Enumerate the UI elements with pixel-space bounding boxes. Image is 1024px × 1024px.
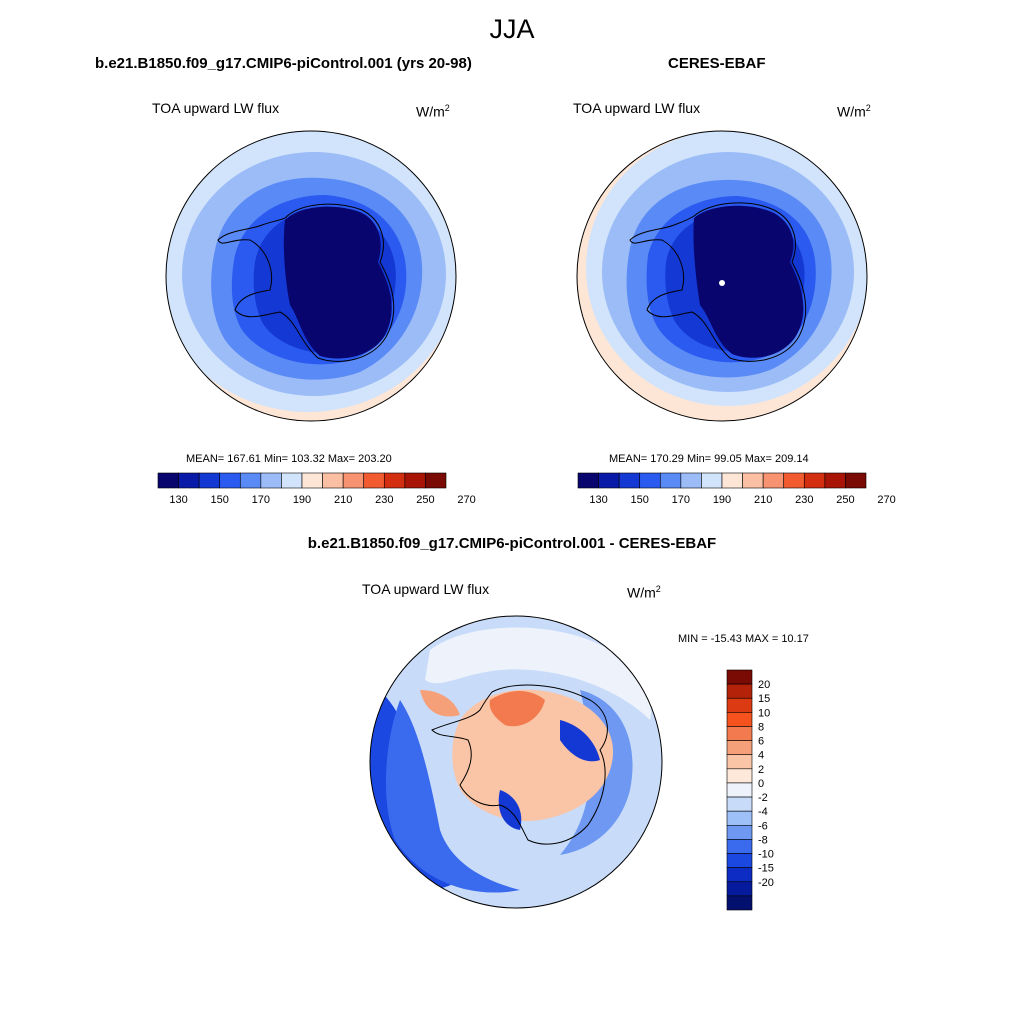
colorbar-tick-label: 10 — [758, 707, 770, 719]
colorbar-swatch — [726, 867, 753, 883]
colorbar-swatch — [726, 683, 753, 699]
obs-stats: MEAN= 170.29 Min= 99.05 Max= 209.14 — [609, 453, 809, 465]
colorbar-swatch — [322, 472, 344, 489]
colorbar-swatch — [363, 472, 385, 489]
colorbar-swatch — [726, 895, 753, 911]
colorbar-swatch — [726, 669, 753, 685]
colorbar-tick-label: -20 — [758, 877, 774, 889]
colorbar-swatch — [219, 472, 241, 489]
colorbar-swatch — [659, 472, 682, 489]
colorbar-tick-label: -2 — [758, 792, 768, 804]
colorbar-swatch — [726, 881, 753, 897]
colorbar-swatch — [425, 472, 447, 489]
colorbar-tick-label: 130 — [169, 494, 187, 506]
colorbar-swatch — [721, 472, 743, 489]
colorbar-swatch — [726, 853, 753, 868]
colorbar-swatch — [726, 726, 753, 741]
colorbar-swatch — [824, 472, 846, 489]
colorbar-tick-label: 270 — [457, 494, 475, 506]
colorbar-swatch — [198, 472, 221, 489]
colorbar-tick-label: -15 — [758, 863, 774, 875]
colorbar-swatch — [618, 472, 641, 489]
obs-polar-map — [576, 130, 868, 422]
model-units-label: W/m2 — [416, 103, 450, 120]
obs-panel-title: CERES-EBAF — [668, 55, 766, 72]
colorbar-swatch — [577, 472, 599, 489]
colorbar-tick-label: 170 — [252, 494, 270, 506]
colorbar-swatch — [701, 472, 723, 489]
colorbar-tick-label: 250 — [416, 494, 434, 506]
colorbar-swatch — [726, 754, 753, 770]
colorbar-tick-label: 230 — [375, 494, 393, 506]
colorbar-tick-label: 0 — [758, 778, 764, 790]
diff-panel-title: b.e21.B1850.f09_g17.CMIP6-piControl.001 … — [307, 535, 717, 552]
colorbar-tick-label: 250 — [836, 494, 854, 506]
colorbar-swatch — [157, 472, 179, 489]
colorbar-swatch — [598, 472, 620, 489]
colorbar-swatch — [762, 472, 785, 489]
colorbar-tick-label: 150 — [211, 494, 229, 506]
colorbar-swatch — [726, 697, 753, 713]
colorbar-tick-label: 270 — [877, 494, 895, 506]
model-panel-title: b.e21.B1850.f09_g17.CMIP6-piControl.001 … — [95, 55, 472, 72]
colorbar-tick-label: 170 — [672, 494, 690, 506]
diff-stats: MIN = -15.43 MAX = 10.17 — [678, 633, 809, 645]
colorbar-swatch — [301, 472, 323, 489]
colorbar-swatch — [742, 472, 764, 489]
colorbar-swatch — [726, 810, 753, 826]
obs-variable-label: TOA upward LW flux — [573, 100, 701, 116]
colorbar-tick-label: 2 — [758, 764, 764, 776]
colorbar-tick-label: 150 — [631, 494, 649, 506]
colorbar-swatch — [726, 712, 753, 727]
model-variable-label: TOA upward LW flux — [152, 100, 280, 116]
colorbar-swatch — [342, 472, 365, 489]
colorbar-swatch — [726, 796, 753, 812]
colorbar-swatch — [726, 782, 753, 798]
colorbar-swatch — [726, 768, 753, 784]
colorbar-swatch — [281, 472, 303, 489]
colorbar-swatch — [726, 839, 753, 854]
colorbar-swatch — [783, 472, 805, 489]
colorbar-tick-label: 190 — [293, 494, 311, 506]
colorbar-swatch — [726, 824, 753, 840]
colorbar-swatch — [639, 472, 661, 489]
colorbar-tick-label: 4 — [758, 750, 764, 762]
colorbar-swatch — [845, 472, 867, 489]
colorbar-swatch — [803, 472, 826, 489]
colorbar-swatch — [260, 472, 282, 489]
colorbar-tick-label: 130 — [589, 494, 607, 506]
diff-variable-label: TOA upward LW flux — [362, 581, 490, 597]
colorbar-tick-label: -6 — [758, 820, 768, 832]
colorbar-tick-label: 15 — [758, 693, 770, 705]
model-stats: MEAN= 167.61 Min= 103.32 Max= 203.20 — [186, 453, 392, 465]
colorbar-swatch — [239, 472, 262, 489]
colorbar-swatch — [680, 472, 702, 489]
colorbar-swatch — [383, 472, 406, 489]
colorbar-swatch — [404, 472, 426, 489]
colorbar-swatch — [178, 472, 200, 489]
colorbar-tick-label: 210 — [334, 494, 352, 506]
colorbar-swatch — [726, 740, 753, 756]
colorbar-tick-label: -4 — [758, 806, 768, 818]
colorbar-tick-label: 230 — [795, 494, 813, 506]
figure-title: JJA — [489, 14, 535, 44]
model-polar-map — [165, 130, 457, 422]
colorbar-tick-label: 20 — [758, 679, 770, 691]
colorbar-tick-label: -8 — [758, 834, 768, 846]
diff-polar-map — [369, 615, 663, 909]
colorbar-tick-label: -10 — [758, 849, 774, 861]
diff-units-label: W/m2 — [627, 584, 661, 601]
colorbar-tick-label: 190 — [713, 494, 731, 506]
model-colorbar: 130 150 170 190 210 230 250 270 — [157, 472, 476, 506]
colorbar-tick-label: 6 — [758, 736, 764, 748]
colorbar-tick-label: 8 — [758, 721, 764, 733]
obs-units-label: W/m2 — [837, 103, 871, 120]
colorbar-tick-label: 210 — [754, 494, 772, 506]
obs-colorbar: 130 150 170 190 210 230 250 270 — [577, 472, 896, 506]
